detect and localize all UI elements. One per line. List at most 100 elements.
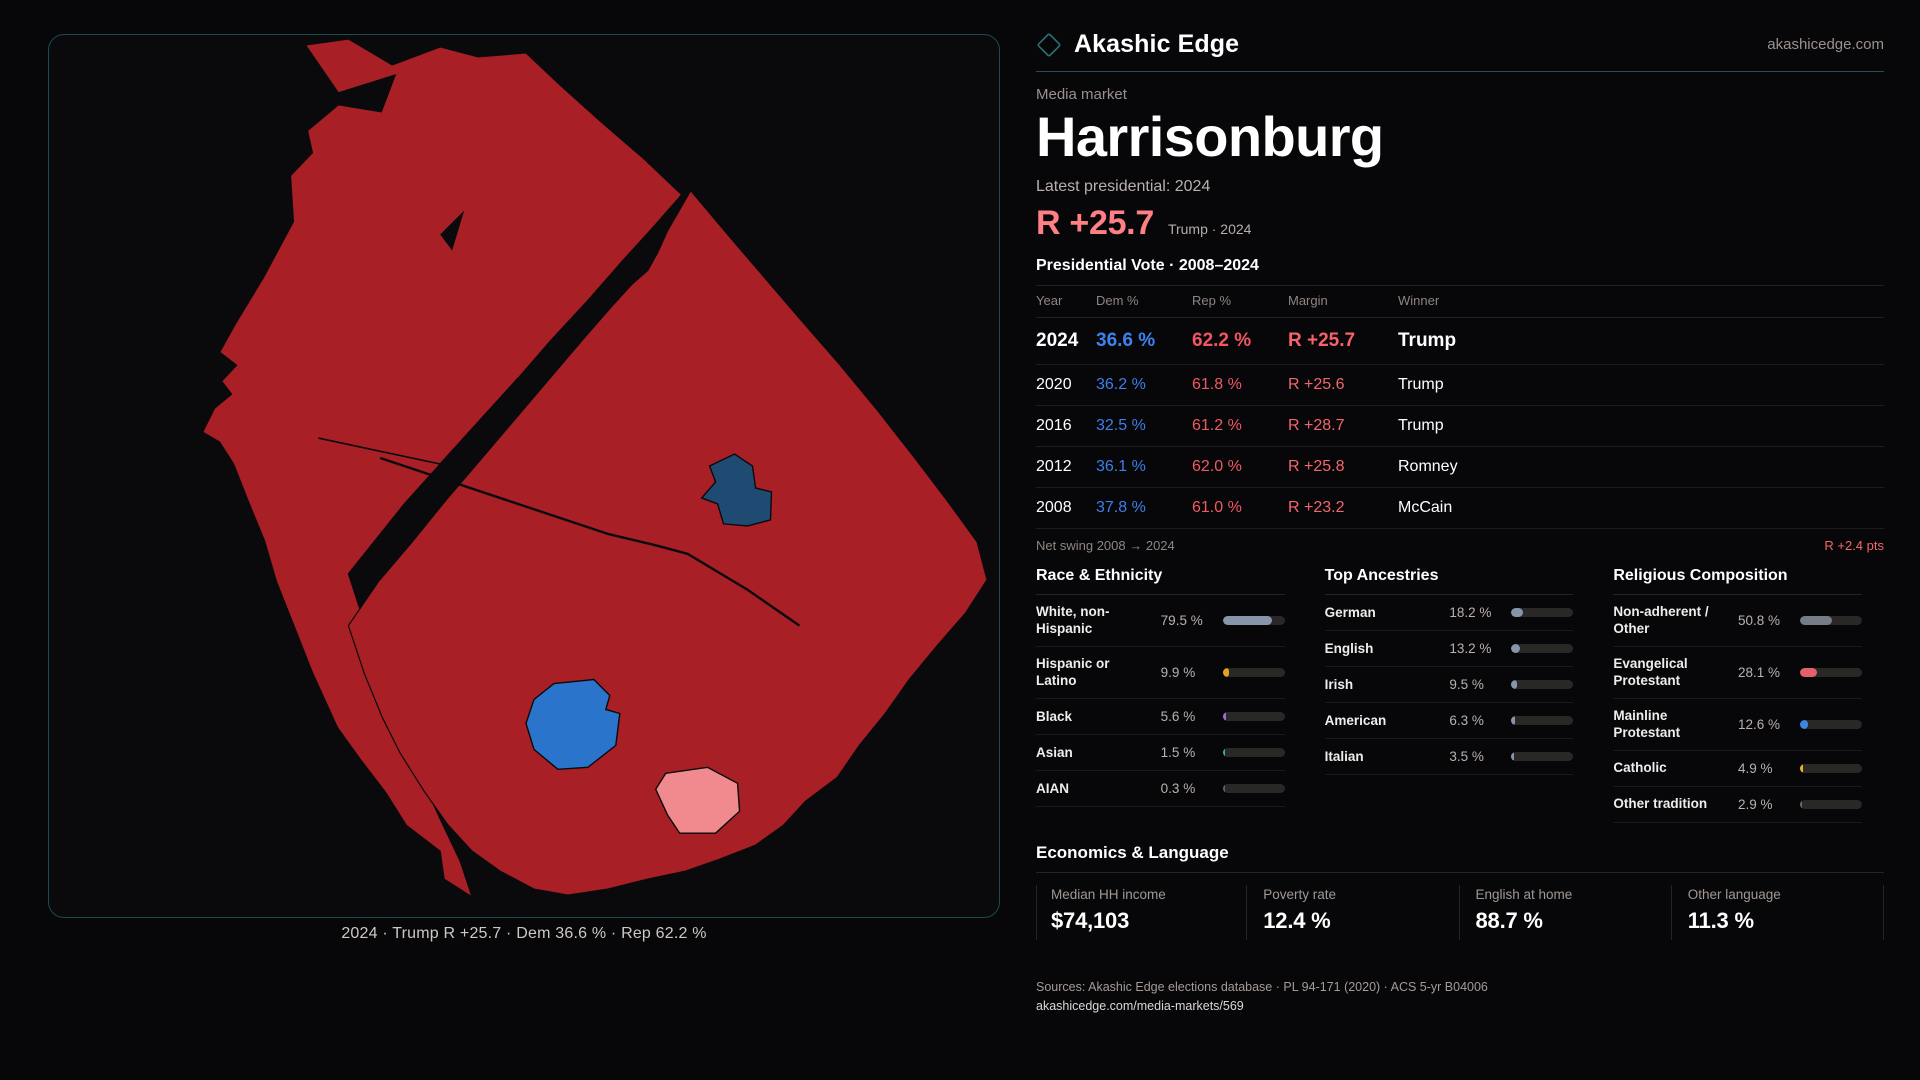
demo-row[interactable]: Other tradition 2.9 % [1613, 787, 1863, 824]
demo-value: 18.2 % [1449, 605, 1492, 621]
demo-value: 3.5 % [1449, 749, 1484, 765]
econ-value: 88.7 % [1475, 908, 1543, 934]
cell-margin: R +25.7 [1288, 317, 1398, 366]
cell-year: 2020 [1036, 364, 1096, 407]
demo-bar [1511, 716, 1574, 726]
table-row[interactable]: 2016 32.5 % 61.2 % R +28.7 Trump [1036, 405, 1884, 448]
cell-rep: 61.2 % [1192, 405, 1288, 448]
demo-row[interactable]: Catholic 4.9 % [1613, 751, 1863, 788]
cell-winner: Romney [1398, 446, 1884, 489]
demo-bar [1511, 680, 1574, 690]
demo-row[interactable]: Italian 3.5 % [1324, 739, 1574, 776]
detail-sidebar: Akashic Edge akashicedge.com Media marke… [1036, 30, 1884, 1016]
map-internal-border-2 [318, 377, 519, 465]
demo-label: Other tradition [1613, 796, 1708, 812]
map-region-dem-county[interactable] [525, 678, 621, 771]
cell-dem: 37.8 % [1096, 487, 1192, 530]
table-row[interactable]: 2020 36.2 % 61.8 % R +25.6 Trump [1036, 364, 1884, 407]
presidential-vote-table: Year Dem % Rep % Margin Winner 2024 36.6… [1036, 285, 1884, 530]
demo-row[interactable]: Mainline Protestant 12.6 % [1613, 699, 1863, 752]
demo-label: Asian [1036, 744, 1073, 760]
demo-label: Catholic [1613, 760, 1667, 776]
demo-value: 13.2 % [1449, 641, 1492, 657]
demo-row[interactable]: English 13.2 % [1324, 631, 1574, 668]
economics-divider [1036, 872, 1884, 874]
vote-table-title: Presidential Vote · 2008–2024 [1036, 257, 1259, 275]
demo-row[interactable]: Irish 9.5 % [1324, 667, 1574, 704]
demo-value: 4.9 % [1738, 761, 1773, 777]
demo-row[interactable]: White, non-Hispanic 79.5 % [1036, 595, 1285, 648]
table-row[interactable]: 2008 37.8 % 61.0 % R +23.2 McCain [1036, 487, 1884, 530]
cell-year: 2024 [1036, 317, 1096, 366]
demo-label: Mainline Protestant [1613, 708, 1681, 740]
econ-label: Poverty rate [1263, 887, 1337, 903]
brand-bar: Akashic Edge akashicedge.com [1036, 30, 1884, 71]
eyebrow-label: Media market [1036, 86, 1127, 103]
demo-bar [1800, 616, 1863, 626]
col-dem: Dem % [1096, 285, 1192, 319]
economics-cell: English at home 88.7 % [1460, 885, 1672, 941]
cell-winner: McCain [1398, 487, 1884, 530]
cell-year: 2012 [1036, 446, 1096, 489]
map-panel[interactable] [48, 34, 1000, 918]
cell-dem: 32.5 % [1096, 405, 1192, 448]
sources-url[interactable]: akashicedge.com/media-markets/569 [1036, 998, 1244, 1013]
map-region-northwest[interactable] [201, 38, 683, 899]
demo-label: Non-adherent / Other [1613, 604, 1709, 636]
cell-winner: Trump [1398, 364, 1884, 407]
table-row[interactable]: 2012 36.1 % 62.0 % R +25.8 Romney [1036, 446, 1884, 489]
demo-row[interactable]: Non-adherent / Other 50.8 % [1613, 595, 1863, 648]
map-notch-detail [440, 210, 465, 251]
demo-label: American [1324, 712, 1387, 728]
cell-margin: R +23.2 [1288, 487, 1398, 530]
cell-winner: Trump [1398, 317, 1884, 366]
demo-value: 6.3 % [1449, 713, 1484, 729]
demo-bar [1800, 764, 1863, 774]
demo-label: Italian [1324, 748, 1364, 764]
media-market-map[interactable] [49, 35, 999, 917]
map-region-lean-rep[interactable] [654, 766, 741, 834]
map-region-east[interactable] [347, 189, 988, 896]
demo-value: 79.5 % [1160, 613, 1203, 629]
demo-column-religion: Religious Composition Non-adherent / Oth… [1595, 567, 1884, 824]
demo-row[interactable]: Black 5.6 % [1036, 699, 1285, 736]
map-internal-border-1 [379, 456, 801, 627]
econ-value: $74,103 [1051, 908, 1130, 934]
demo-row[interactable]: German 18.2 % [1324, 595, 1574, 632]
demo-bar [1511, 644, 1574, 654]
cell-margin: R +25.8 [1288, 446, 1398, 489]
demo-value: 12.6 % [1738, 717, 1781, 733]
economics-cell: Other language 11.3 % [1672, 885, 1884, 941]
brand-group: Akashic Edge [1036, 30, 1239, 59]
table-row[interactable]: 2024 36.6 % 62.2 % R +25.7 Trump [1036, 317, 1884, 366]
net-swing-value: R +2.4 pts [1824, 538, 1884, 554]
col-year: Year [1036, 285, 1096, 319]
econ-value: 11.3 % [1687, 908, 1754, 934]
cell-margin: R +28.7 [1288, 405, 1398, 448]
cell-year: 2016 [1036, 405, 1096, 448]
sources-line: Sources: Akashic Edge elections database… [1036, 980, 1488, 995]
brand-url[interactable]: akashicedge.com [1767, 36, 1884, 53]
demo-label: AIAN [1036, 780, 1069, 796]
sources-block: Sources: Akashic Edge elections database… [1036, 978, 1884, 1016]
page-title: Harrisonburg [1036, 105, 1384, 168]
map-region-strong-dem-city[interactable] [700, 453, 773, 527]
demo-row[interactable]: Asian 1.5 % [1036, 735, 1285, 772]
map-caption: 2024 · Trump R +25.7 · Dem 36.6 % · Rep … [341, 925, 707, 942]
demo-value: 50.8 % [1738, 613, 1781, 629]
demo-row[interactable]: AIAN 0.3 % [1036, 771, 1285, 808]
demo-value: 2.9 % [1738, 797, 1773, 813]
econ-label: Median HH income [1051, 887, 1166, 903]
cell-dem: 36.2 % [1096, 364, 1192, 407]
econ-label: Other language [1687, 887, 1781, 903]
cell-dem: 36.1 % [1096, 446, 1192, 489]
demo-row[interactable]: Evangelical Protestant 28.1 % [1613, 647, 1863, 700]
demo-row[interactable]: American 6.3 % [1324, 703, 1574, 740]
demo-label: Black [1036, 708, 1073, 724]
demo-row[interactable]: Hispanic or Latino 9.9 % [1036, 647, 1285, 700]
demo-heading: Top Ancestries [1324, 567, 1574, 596]
demo-value: 1.5 % [1160, 745, 1196, 761]
demo-value: 9.5 % [1449, 677, 1484, 693]
economics-title: Economics & Language [1036, 843, 1229, 863]
